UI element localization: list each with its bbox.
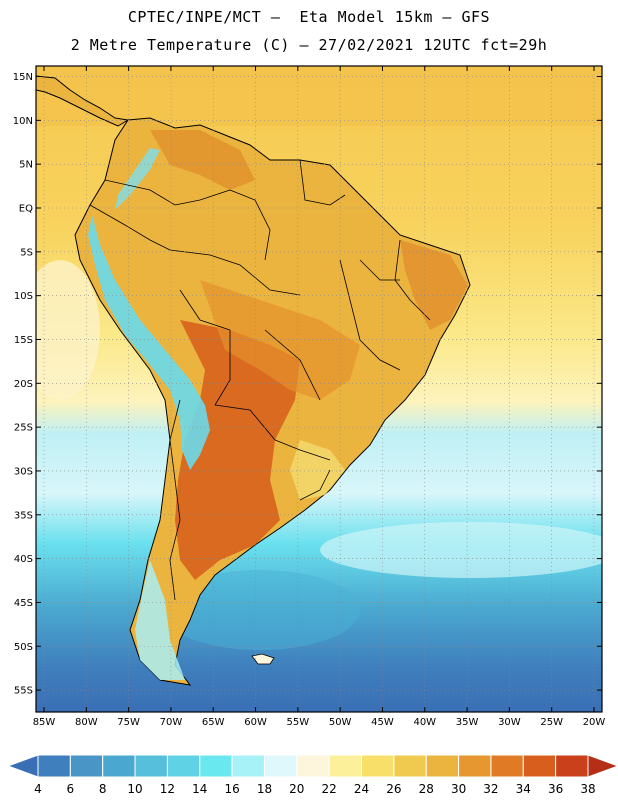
lat-label: 15N	[13, 72, 33, 83]
colorbar-label: 24	[354, 782, 369, 796]
colorbar-swatch	[199, 754, 233, 778]
country-borders	[89, 159, 431, 601]
lat-label: 50S	[14, 642, 33, 653]
colorbar-arrow-high	[587, 754, 618, 778]
colorbar-label: 20	[289, 782, 304, 796]
lat-label: 10S	[14, 291, 33, 302]
south-atlantic-cool-tongue	[320, 522, 602, 578]
colorbar-arrow-low	[6, 754, 39, 778]
colorbar-swatch	[555, 754, 589, 778]
patagonia-cold-coast	[135, 560, 185, 680]
colorbar: 4 6 8 10 12 14 16 18 20 22 24 26 28 30 32 34 36 38	[6, 754, 618, 796]
lon-label: 45W	[371, 717, 394, 728]
lon-label: 20W	[583, 717, 606, 728]
colorbar-label: 30	[451, 782, 466, 796]
colorbar-label: 18	[257, 782, 272, 796]
colorbar-label: 12	[160, 782, 175, 796]
lon-label: 55W	[287, 717, 310, 728]
lat-label: 5S	[20, 247, 33, 258]
chart-title-line2: 2 Metre Temperature (C) – 27/02/2021 12U…	[70, 36, 548, 54]
lon-label: 30W	[498, 717, 521, 728]
colorbar-label: 34	[516, 782, 531, 796]
lat-label: 15S	[14, 335, 33, 346]
colorbar-swatch	[522, 754, 557, 778]
colorbar-swatch	[296, 754, 330, 778]
colorbar-swatch	[361, 754, 395, 778]
lon-label: 70W	[160, 717, 183, 728]
lon-label: 65W	[202, 717, 225, 728]
andes-north-cold	[115, 148, 160, 210]
lat-label: 10N	[13, 116, 33, 127]
central-america	[36, 75, 130, 127]
lat-label: 45S	[14, 598, 33, 609]
northern-warm-band	[36, 66, 602, 126]
colorbar-label: 38	[580, 782, 595, 796]
lon-label: 85W	[33, 717, 56, 728]
colorbar-swatch	[134, 754, 168, 778]
lat-label: 30S	[14, 466, 33, 477]
colorbar-label: 6	[67, 782, 75, 796]
map-frame	[35, 65, 603, 713]
colorbar-swatch	[458, 754, 492, 778]
colorbar-label: 4	[34, 782, 42, 796]
colorbar-label: 32	[483, 782, 498, 796]
colorbar-swatch	[166, 754, 201, 778]
colorbar-swatch	[490, 754, 524, 778]
andes-cold-strip	[88, 215, 210, 470]
patagonia-shelf-cool	[160, 570, 360, 650]
colorbar-swatch	[102, 754, 136, 778]
colorbar-swatch	[69, 754, 104, 778]
colorbar-swatch	[328, 754, 363, 778]
colorbar-label: 36	[548, 782, 563, 796]
lat-label: EQ	[19, 203, 33, 214]
colorbar-label: 26	[386, 782, 401, 796]
falkland-islands	[251, 653, 275, 665]
lon-label: 50W	[329, 717, 352, 728]
lon-label: 75W	[117, 717, 140, 728]
colorbar-swatch	[425, 754, 460, 778]
colorbar-label: 22	[322, 782, 337, 796]
axis-ticks: 15N 10N 5N EQ 5S 10S 15S 20S 25S 30S 35S 40S 45S 50S 5…	[13, 66, 606, 728]
lat-label: 20S	[14, 379, 33, 390]
colorbar-swatch	[37, 754, 71, 778]
colorbar-swatch	[263, 754, 298, 778]
southern-brazil-mild	[290, 440, 345, 500]
colorbar-swatch	[231, 754, 265, 778]
lat-label: 55S	[14, 686, 33, 697]
peru-coast-cool-patch	[36, 260, 100, 400]
lat-label: 5N	[19, 160, 33, 171]
northeast-brazil-warm	[400, 240, 468, 330]
venezuela-warm	[150, 130, 255, 190]
lon-label: 25W	[540, 717, 563, 728]
colorbar-label: 28	[419, 782, 434, 796]
lat-label: 40S	[14, 554, 33, 565]
colorbar-label: 10	[127, 782, 142, 796]
colorbar-label: 14	[192, 782, 207, 796]
colorbar-label: 8	[99, 782, 107, 796]
lon-label: 80W	[75, 717, 98, 728]
colorbar-label: 16	[224, 782, 239, 796]
colorbar-swatch	[393, 754, 427, 778]
lon-label: 60W	[244, 717, 267, 728]
lat-label: 25S	[14, 423, 33, 434]
lon-label: 35W	[456, 717, 479, 728]
lon-label: 40W	[413, 717, 436, 728]
chart-title-line1: CPTEC/INPE/MCT – Eta Model 15km – GFS	[127, 8, 491, 26]
lat-label: 35S	[14, 510, 33, 521]
central-warm-zone	[200, 280, 360, 400]
